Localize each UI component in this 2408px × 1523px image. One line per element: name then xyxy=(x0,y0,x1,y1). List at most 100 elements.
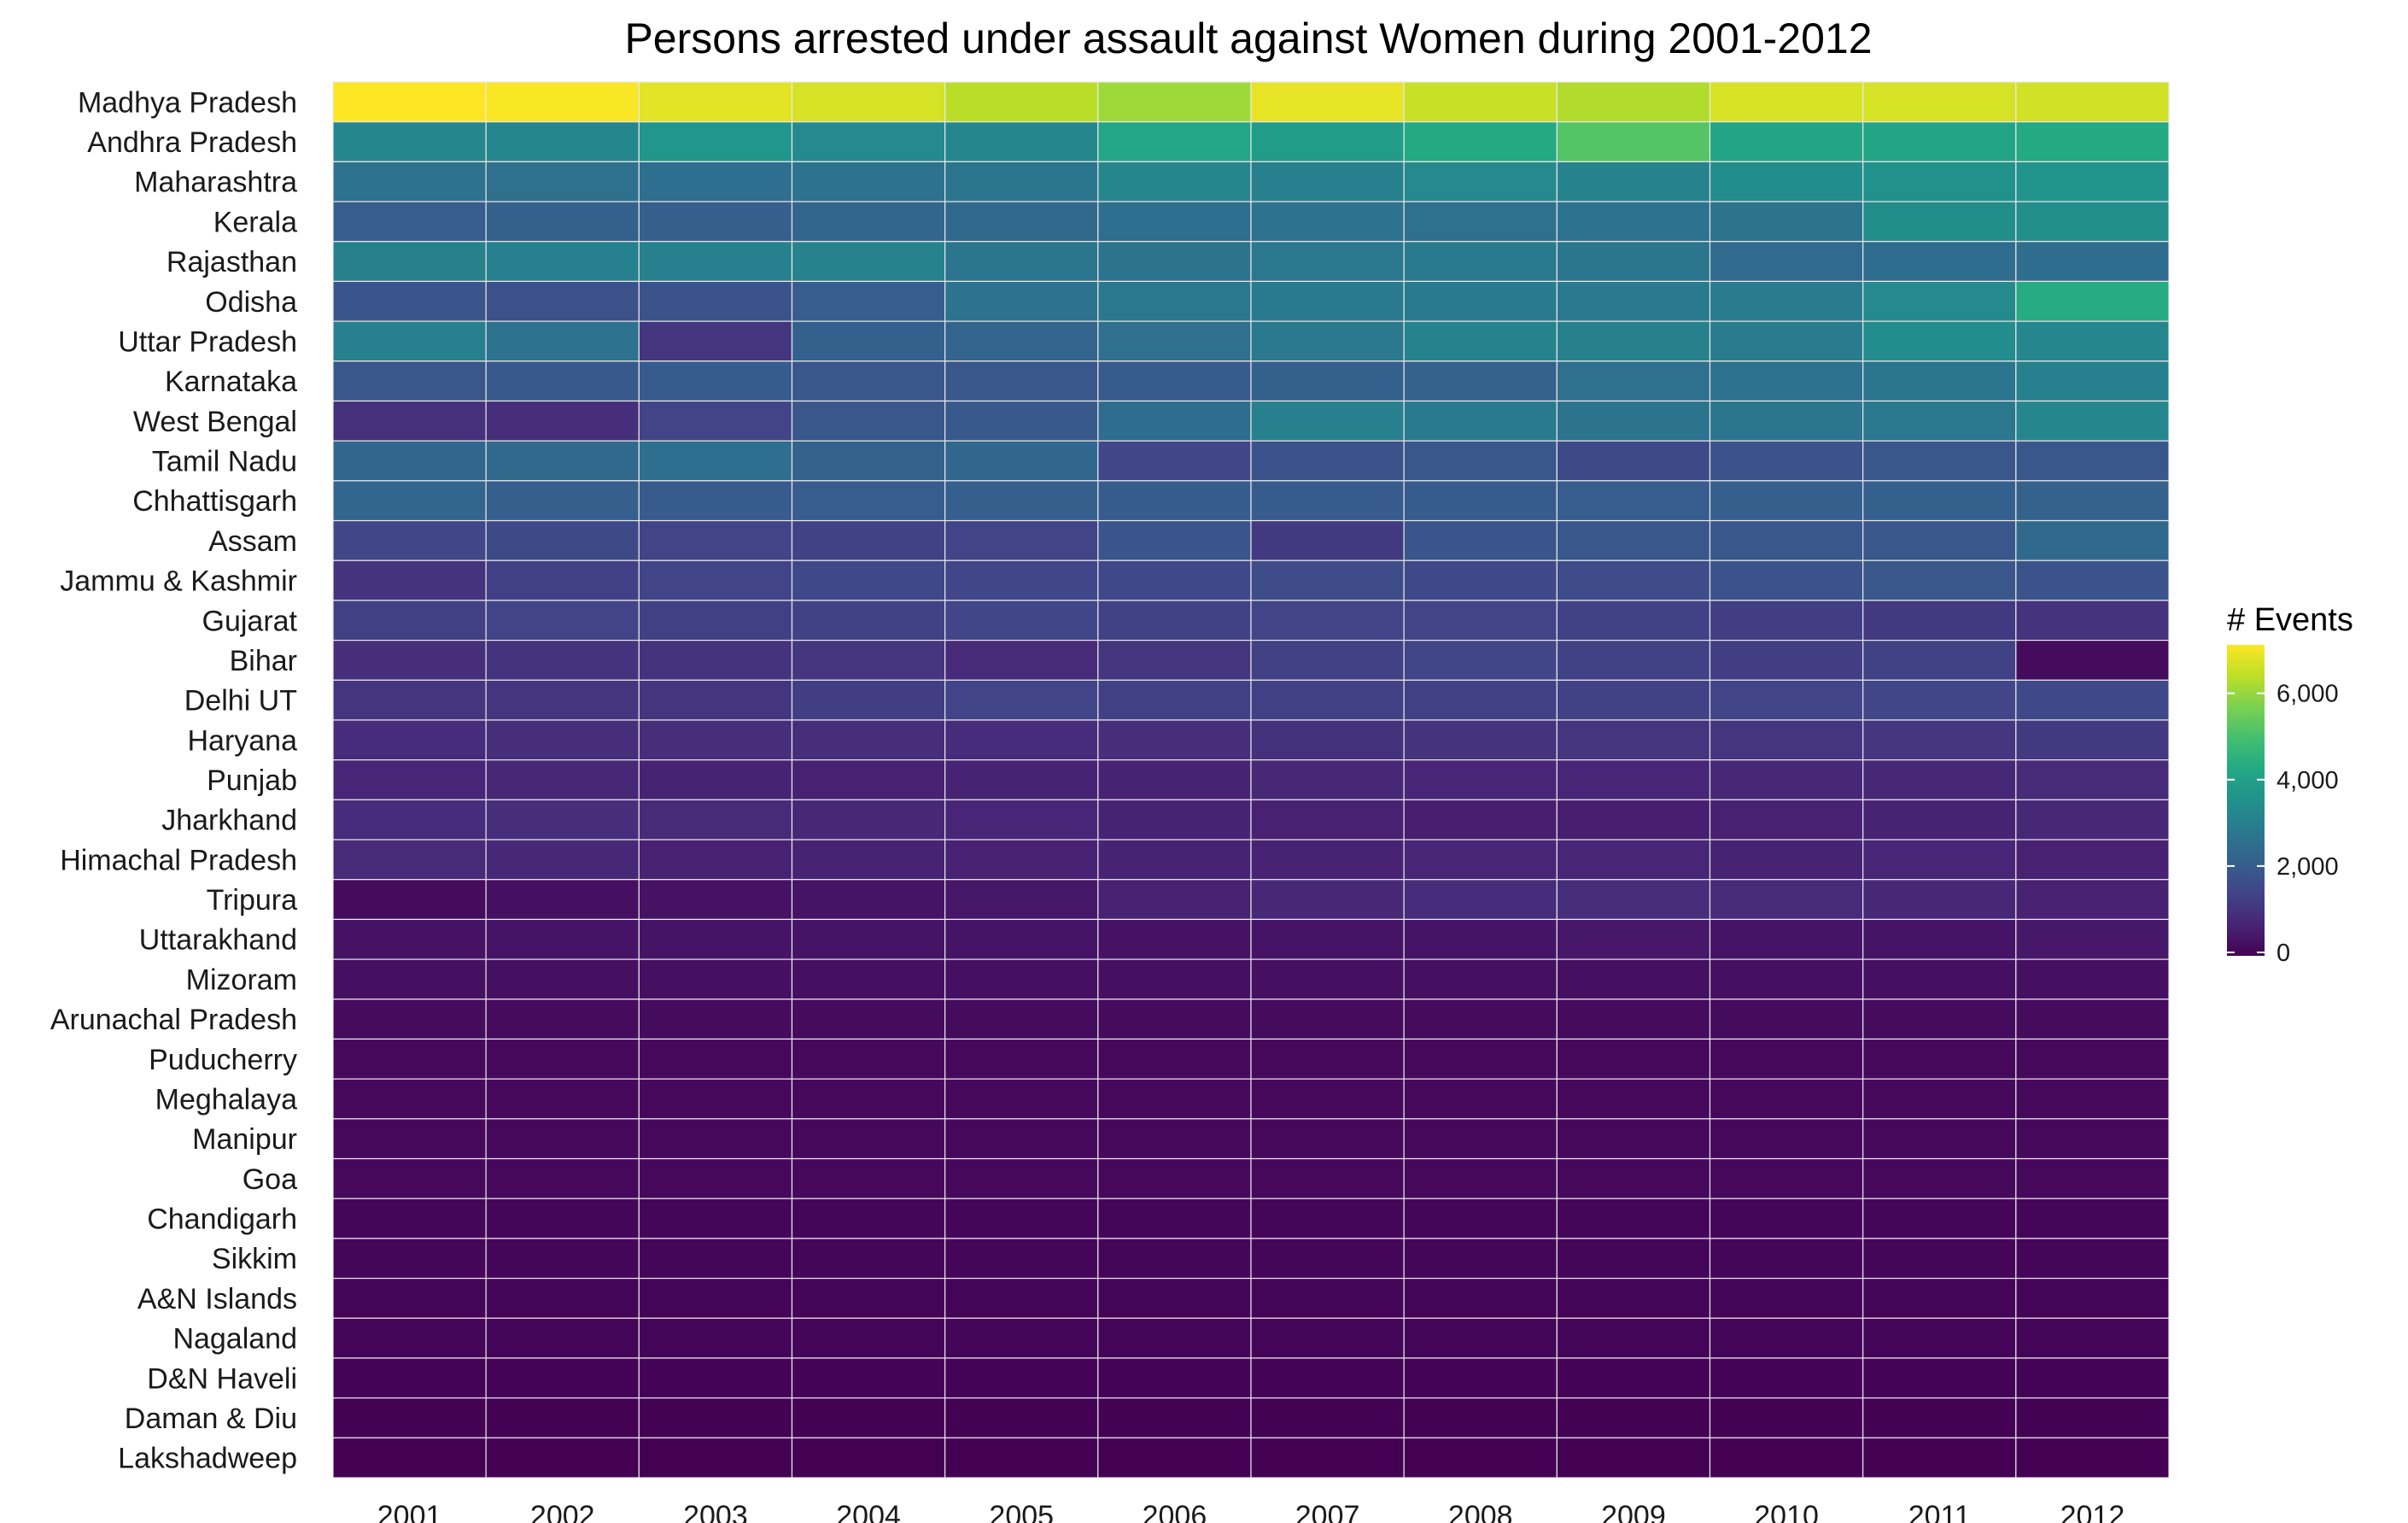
heatmap-cell xyxy=(485,1198,640,1239)
legend-title: # Events xyxy=(2227,602,2353,638)
heatmap-cell xyxy=(944,1157,1099,1199)
heatmap-cell xyxy=(638,759,793,800)
heatmap-cell xyxy=(1709,759,1864,800)
heatmap-cell xyxy=(1556,1038,1711,1080)
heatmap-cell xyxy=(2015,1277,2170,1319)
heatmap-cell xyxy=(791,1078,946,1120)
heatmap-cell xyxy=(332,1238,487,1280)
heatmap-cell xyxy=(2015,839,2170,881)
heatmap-cell xyxy=(791,679,946,721)
heatmap-cell xyxy=(944,1317,1099,1359)
heatmap-cell xyxy=(1556,1078,1711,1120)
heatmap-cell xyxy=(1403,1437,1558,1479)
legend-colorbar xyxy=(2227,645,2265,956)
heatmap-cell xyxy=(638,719,793,761)
heatmap-cell xyxy=(1403,280,1558,322)
heatmap-cell xyxy=(1709,1078,1864,1120)
row-label: Assam xyxy=(208,525,297,558)
heatmap-cell xyxy=(332,1357,487,1399)
heatmap-cell xyxy=(944,958,1099,1000)
heatmap-cell xyxy=(1250,1357,1405,1399)
heatmap-cell xyxy=(1556,799,1711,841)
heatmap-cell xyxy=(332,480,487,522)
heatmap-cell xyxy=(1250,201,1405,243)
heatmap-cell xyxy=(1862,519,2017,561)
heatmap-cell xyxy=(1709,1157,1864,1199)
heatmap-cell xyxy=(791,719,946,761)
row-label: Odisha xyxy=(205,286,297,319)
heatmap-cell xyxy=(791,360,946,402)
heatmap-cell xyxy=(638,1317,793,1359)
column-label: 2008 xyxy=(1448,1500,1513,1523)
heatmap-cell xyxy=(2015,1437,2170,1479)
heatmap-cell xyxy=(1403,1397,1558,1438)
heatmap-cell xyxy=(944,320,1099,362)
heatmap-cell xyxy=(485,679,640,721)
heatmap-cell xyxy=(1403,799,1558,841)
heatmap-cell xyxy=(1862,559,2017,601)
heatmap-cell xyxy=(485,799,640,841)
heatmap-cell xyxy=(791,1198,946,1239)
heatmap-cell xyxy=(2015,81,2170,123)
heatmap-cell xyxy=(1250,400,1405,442)
heatmap-cell xyxy=(1097,679,1252,721)
heatmap-cell xyxy=(791,839,946,881)
heatmap-cell xyxy=(791,1038,946,1080)
heatmap-cell xyxy=(1097,799,1252,841)
heatmap-cell xyxy=(638,1397,793,1438)
heatmap-cell xyxy=(791,918,946,960)
heatmap-cell xyxy=(1097,280,1252,322)
heatmap-cell xyxy=(2015,1157,2170,1199)
heatmap-cell xyxy=(332,400,487,442)
heatmap-cell xyxy=(332,241,487,283)
heatmap-cell xyxy=(1403,400,1558,442)
heatmap-cell xyxy=(638,241,793,283)
column-label: 2005 xyxy=(989,1500,1054,1523)
heatmap-cell xyxy=(791,759,946,800)
heatmap-cell xyxy=(1403,639,1558,681)
heatmap-cell xyxy=(332,1078,487,1120)
heatmap-cell xyxy=(944,1277,1099,1319)
heatmap-cells xyxy=(332,81,2170,1479)
heatmap-cell xyxy=(1709,400,1864,442)
heatmap-cell xyxy=(1403,480,1558,522)
heatmap-cell xyxy=(1403,1078,1558,1120)
heatmap-cell xyxy=(485,81,640,123)
heatmap-cell xyxy=(1556,1238,1711,1280)
heatmap-cell xyxy=(791,1357,946,1399)
heatmap-cell xyxy=(1250,81,1405,123)
row-label: Arunachal Pradesh xyxy=(50,1004,297,1036)
heatmap-cell xyxy=(1862,719,2017,761)
heatmap-cell xyxy=(1709,1317,1864,1359)
heatmap-cell xyxy=(1709,559,1864,601)
row-label: Karnataka xyxy=(165,366,297,398)
heatmap-cell xyxy=(332,1317,487,1359)
heatmap-cell xyxy=(638,1277,793,1319)
heatmap-cell xyxy=(1862,1078,2017,1120)
heatmap-cell xyxy=(1556,879,1711,920)
heatmap-cell xyxy=(1556,1357,1711,1399)
legend-tick-label: 0 xyxy=(2276,940,2290,967)
heatmap-cell xyxy=(791,1437,946,1479)
heatmap-cell xyxy=(1556,1317,1711,1359)
heatmap-cell xyxy=(332,1397,487,1438)
row-label: Chandigarh xyxy=(147,1204,297,1236)
heatmap-cell xyxy=(2015,999,2170,1040)
heatmap-cell xyxy=(485,320,640,362)
heatmap-cell xyxy=(1097,999,1252,1040)
heatmap-cell xyxy=(1403,440,1558,482)
row-label: Jammu & Kashmir xyxy=(60,565,297,598)
heatmap-cell xyxy=(2015,519,2170,561)
heatmap-cell xyxy=(1556,559,1711,601)
heatmap-cell xyxy=(1556,81,1711,123)
heatmap-cell xyxy=(944,839,1099,881)
heatmap-cell xyxy=(638,879,793,920)
heatmap-cell xyxy=(638,440,793,482)
heatmap-cell xyxy=(1709,81,1864,123)
heatmap-cell xyxy=(1250,280,1405,322)
row-label: D&N Haveli xyxy=(147,1362,297,1395)
heatmap-cell xyxy=(638,958,793,1000)
row-label: Nagaland xyxy=(172,1323,297,1356)
heatmap-cell xyxy=(1250,1157,1405,1199)
heatmap-cell xyxy=(332,759,487,800)
